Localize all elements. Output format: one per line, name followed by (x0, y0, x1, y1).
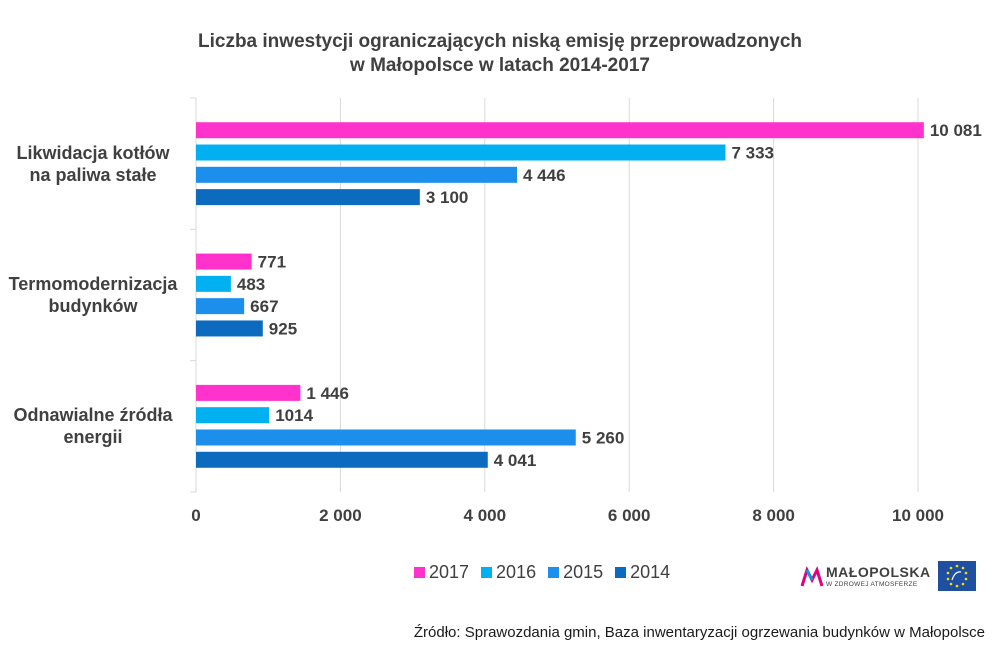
data-label-2015-cat2: 5 260 (582, 428, 625, 447)
x-tick-label: 10 000 (892, 506, 944, 525)
legend-swatch (481, 567, 493, 578)
category-label: Termomodernizacja budynków (8, 274, 178, 316)
legend-label: 2014 (630, 562, 671, 582)
eu-flag-icon (946, 564, 968, 588)
legend-swatch (414, 567, 425, 578)
data-label-2014-cat0: 3 100 (426, 188, 469, 207)
bar-2016-cat0 (196, 144, 726, 161)
x-tick-label: 2 000 (319, 506, 362, 525)
bar-2016-cat1 (196, 275, 231, 292)
bar-2015-cat2 (196, 429, 576, 446)
data-label-2017-cat1: 771 (258, 253, 286, 272)
legend-label: 2017 (429, 562, 470, 582)
x-tick-label: 0 (191, 506, 200, 525)
chart-title-line-2: w Małopolsce w latach 2014-2017 (350, 55, 650, 76)
bar-2014-cat1 (196, 320, 263, 337)
data-label-2015-cat1: 667 (250, 297, 278, 316)
chart-title: Liczba inwestycji ograniczających niską … (150, 30, 850, 78)
category-label: Odnawialne źródła energii (13, 405, 173, 448)
data-label-2016-cat1: 483 (237, 275, 265, 294)
legend-label: 2016 (496, 562, 537, 582)
legend-item-2015: 2015 (548, 562, 603, 583)
bar-2016-cat2 (196, 407, 270, 424)
data-label-2016-cat2: 1014 (275, 406, 313, 425)
x-tick-label: 4 000 (464, 506, 507, 525)
bar-2015-cat0 (196, 166, 518, 183)
x-tick-label: 8 000 (752, 506, 795, 525)
malopolska-logo-icon (800, 566, 824, 587)
legend-swatch (615, 567, 627, 578)
legend: 2017 2016 2015 2014 (414, 562, 670, 583)
bar-2017-cat0 (196, 122, 924, 139)
data-label-2016-cat0: 7 333 (731, 144, 774, 163)
legend-item-2014: 2014 (615, 562, 670, 583)
legend-item-2017: 2017 (414, 562, 469, 583)
chart-title-line-1: Liczba inwestycji ograniczających niską … (198, 31, 802, 52)
bar-2014-cat0 (196, 189, 420, 206)
data-label-2017-cat2: 1 446 (306, 384, 349, 403)
logo-tagline: W ZDROWEJ ATMOSFERZE (826, 581, 918, 588)
source-note: Źródło: Sprawozdania gmin, Baza inwentar… (413, 624, 985, 641)
data-label-2015-cat0: 4 446 (523, 166, 566, 185)
data-label-2014-cat1: 925 (269, 319, 297, 338)
data-label-2014-cat2: 4 041 (494, 451, 537, 470)
category-label: Likwidacja kotłów na paliwa stałe (16, 142, 170, 185)
data-label-2017-cat0: 10 081 (930, 121, 982, 140)
eu-life-logo (938, 561, 976, 591)
malopolska-logo: MAŁOPOLSKA W ZDROWEJ ATMOSFERZE (800, 562, 980, 592)
legend-label: 2015 (563, 562, 604, 582)
bar-2017-cat2 (196, 384, 301, 401)
legend-swatch (548, 567, 560, 578)
bar-2017-cat1 (196, 253, 252, 270)
bar-2014-cat2 (196, 451, 488, 468)
legend-item-2016: 2016 (481, 562, 536, 583)
logo-name: MAŁOPOLSKA (826, 564, 931, 580)
bar-2015-cat1 (196, 298, 245, 315)
x-tick-label: 6 000 (608, 506, 651, 525)
